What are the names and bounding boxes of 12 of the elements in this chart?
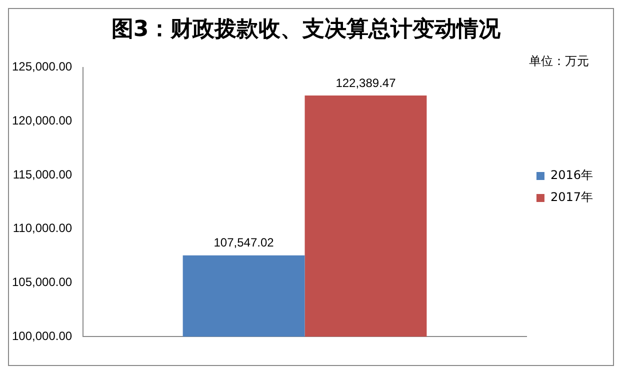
y-tick-label: 100,000.00 xyxy=(12,328,72,343)
y-tick-label: 105,000.00 xyxy=(12,275,72,290)
data-label: 107,547.02 xyxy=(214,236,274,250)
y-tick-label: 120,000.00 xyxy=(12,114,72,128)
y-tick-label: 125,000.00 xyxy=(12,60,72,74)
chart-title: 图3：财政拨款收、支决算总计变动情况 xyxy=(111,16,502,42)
legend-label: 2016年 xyxy=(550,168,594,182)
text: 单位：万元 xyxy=(529,53,589,70)
legend-label: 2017年 xyxy=(550,190,594,204)
data-label: 122,389.47 xyxy=(336,76,396,90)
y-tick-label: 110,000.00 xyxy=(12,221,72,236)
y-tick-label: 115,000.00 xyxy=(12,167,72,182)
